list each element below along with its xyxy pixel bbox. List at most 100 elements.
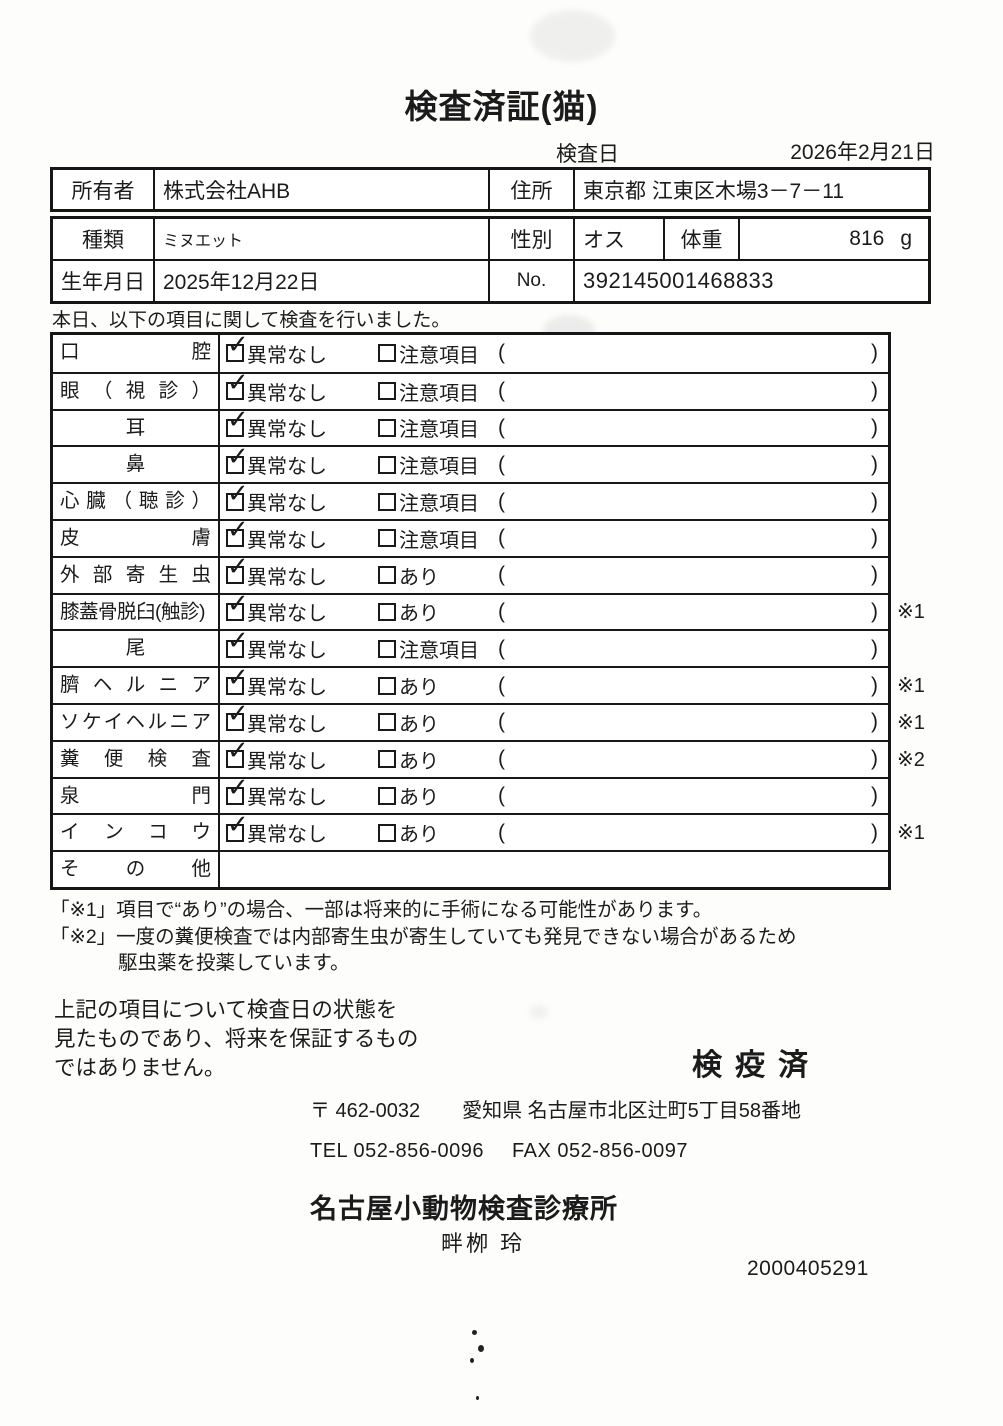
inspection-date-label: 検査日 bbox=[556, 143, 619, 166]
postal-code: 〒 462-0032 bbox=[310, 1100, 421, 1122]
checklist-item-content: 異常なし 注意項目 ( ) bbox=[220, 331, 888, 372]
breed-value: ミヌエット bbox=[155, 219, 490, 259]
no-label: No. bbox=[490, 261, 575, 301]
checkbox-checked-icon[interactable] bbox=[226, 811, 249, 842]
paren-close: ) bbox=[871, 415, 878, 439]
checklist-item-content: 異常なし あり ( ) bbox=[220, 811, 888, 850]
checkbox-checked-icon[interactable] bbox=[226, 553, 249, 585]
disclaimer-text: 上記の項目について検査日の状態を 見たものであり、将来を保証するもの ではありま… bbox=[54, 996, 418, 1083]
checklist-item-label: 糞便検査 bbox=[53, 741, 220, 777]
checkbox-unchecked-icon[interactable] bbox=[378, 713, 396, 732]
checkbox-unchecked-icon[interactable] bbox=[378, 676, 396, 695]
checkbox-unchecked-icon[interactable] bbox=[378, 786, 396, 805]
checklist-item-label: 口腔 bbox=[53, 335, 220, 372]
intro-text: 本日、以下の項目に関して検査を行いました。 bbox=[52, 310, 451, 331]
option-secondary: 注意項目 bbox=[378, 484, 479, 519]
page-title: 検査済証(猫) bbox=[404, 88, 599, 125]
remarks-field: ( ) bbox=[498, 815, 878, 850]
checklist-table: 口腔 異常なし 注意項目 ( ) 眼（視診） bbox=[50, 331, 925, 890]
checklist-row: 尾 異常なし 注意項目 ( ) bbox=[53, 627, 888, 667]
checkbox-unchecked-icon[interactable] bbox=[378, 566, 396, 585]
paren-close: ) bbox=[871, 783, 878, 807]
option-secondary-label: あり bbox=[399, 603, 439, 626]
checkbox-checked-icon[interactable] bbox=[226, 516, 249, 548]
option-normal: 異常なし bbox=[226, 516, 327, 556]
serial-number: 2000405291 bbox=[747, 1257, 869, 1280]
checkbox-unchecked-icon[interactable] bbox=[378, 750, 396, 769]
checklist-item-content: 異常なし 注意項目 ( ) bbox=[220, 406, 888, 446]
checklist-item-content bbox=[220, 852, 888, 887]
checklist-row: 口腔 異常なし 注意項目 ( ) bbox=[53, 331, 888, 372]
checklist-item-content: 異常なし あり ( ) bbox=[220, 774, 888, 814]
checklist-item-label: 外部寄生虫 bbox=[53, 557, 220, 593]
option-secondary-label: 注意項目 bbox=[399, 493, 479, 516]
checkbox-unchecked-icon[interactable] bbox=[378, 529, 396, 548]
checklist-row: 鼻 異常なし 注意項目 ( ) bbox=[53, 443, 888, 483]
remarks-field: ( ) bbox=[498, 595, 878, 630]
checklist-item-label: 眼（視診） bbox=[53, 373, 220, 409]
paren-open: ( bbox=[498, 563, 505, 587]
paren-open: ( bbox=[498, 636, 505, 660]
option-normal-label: 異常なし bbox=[247, 344, 327, 367]
option-normal: 異常なし bbox=[226, 590, 327, 630]
option-secondary-label: あり bbox=[399, 787, 439, 810]
remarks-field: ( ) bbox=[498, 521, 878, 556]
paren-open: ( bbox=[498, 710, 505, 734]
paren-close: ) bbox=[871, 673, 878, 697]
remarks-field: ( ) bbox=[498, 705, 878, 740]
checkbox-unchecked-icon[interactable] bbox=[378, 823, 396, 842]
option-normal: 異常なし bbox=[226, 664, 327, 703]
option-secondary: 注意項目 bbox=[378, 335, 479, 372]
checkbox-unchecked-icon[interactable] bbox=[378, 492, 396, 511]
checklist-item-content: 異常なし あり ( ) bbox=[220, 553, 888, 593]
scan-artifact bbox=[530, 1005, 548, 1019]
paren-close: ) bbox=[871, 747, 878, 771]
checklist-item-content: 異常なし 注意項目 ( ) bbox=[220, 369, 888, 409]
checkbox-unchecked-icon[interactable] bbox=[378, 344, 396, 363]
checklist-item-label: 皮膚 bbox=[53, 520, 220, 556]
checkbox-checked-icon[interactable] bbox=[226, 590, 249, 621]
checkbox-checked-icon[interactable] bbox=[226, 331, 249, 363]
checklist-row: 泉門 異常なし あり ( ) bbox=[53, 774, 888, 814]
paren-open: ( bbox=[498, 783, 505, 807]
checkbox-checked-icon[interactable] bbox=[226, 700, 249, 732]
owner-value: 株式会社AHB bbox=[155, 170, 490, 209]
no-value: 392145001468833 bbox=[583, 268, 775, 293]
option-normal: 異常なし bbox=[226, 700, 327, 740]
option-secondary: あり bbox=[378, 779, 439, 814]
paren-open: ( bbox=[498, 379, 505, 403]
option-secondary-label: 注意項目 bbox=[399, 529, 479, 552]
checkbox-checked-icon[interactable] bbox=[226, 369, 249, 401]
quarantine-stamp: 検疫済 bbox=[692, 1049, 821, 1082]
breed-label: 種類 bbox=[53, 219, 155, 259]
option-normal: 異常なし bbox=[226, 406, 327, 446]
clinic-address: 愛知県 名古屋市北区辻町5丁目58番地 bbox=[462, 1100, 802, 1122]
option-secondary-label: あり bbox=[399, 713, 439, 736]
checklist-item-label: 耳 bbox=[53, 410, 220, 446]
footnote-marker: ※1 bbox=[897, 822, 925, 845]
checkbox-checked-icon[interactable] bbox=[226, 406, 249, 437]
weight-value-cell: 816 g bbox=[740, 219, 928, 259]
checkbox-unchecked-icon[interactable] bbox=[378, 418, 396, 437]
checkbox-checked-icon[interactable] bbox=[226, 627, 249, 658]
checkbox-checked-icon[interactable] bbox=[226, 664, 249, 695]
option-secondary-label: あり bbox=[399, 677, 439, 700]
checklist-item-label: ソケイヘルニア bbox=[53, 704, 220, 740]
remarks-field: ( ) bbox=[498, 484, 878, 519]
option-secondary: 注意項目 bbox=[378, 521, 479, 556]
checklist-item-content: 異常なし あり ( ) bbox=[220, 590, 888, 630]
option-normal: 異常なし bbox=[226, 774, 327, 814]
checkbox-checked-icon[interactable] bbox=[226, 774, 249, 805]
checkbox-checked-icon[interactable] bbox=[226, 443, 249, 474]
checklist-item-content: 異常なし 注意項目 ( ) bbox=[220, 480, 888, 519]
checkbox-unchecked-icon[interactable] bbox=[378, 382, 396, 401]
checkbox-checked-icon[interactable] bbox=[226, 737, 249, 769]
paren-close: ) bbox=[871, 636, 878, 660]
checkbox-checked-icon[interactable] bbox=[226, 480, 249, 511]
checkbox-unchecked-icon[interactable] bbox=[378, 639, 396, 658]
paren-open: ( bbox=[498, 341, 505, 365]
checkbox-unchecked-icon[interactable] bbox=[378, 602, 396, 621]
option-normal-label: 異常なし bbox=[247, 787, 327, 810]
checkbox-unchecked-icon[interactable] bbox=[378, 455, 396, 474]
